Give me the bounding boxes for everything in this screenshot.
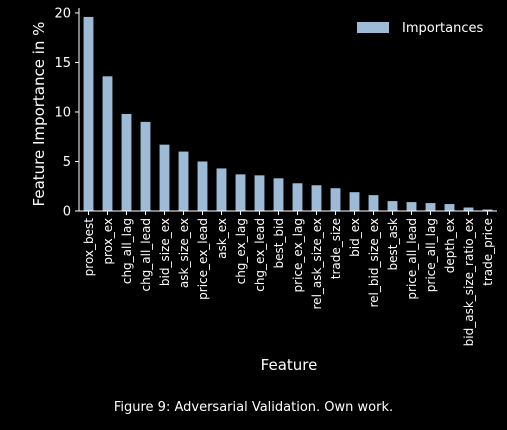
x-tick-label: rel_ask_size_ex xyxy=(310,218,324,309)
bar-bid_ask_size_ratio_ex xyxy=(463,207,474,211)
x-tick-label: trade_price xyxy=(481,218,495,286)
x-tick-label: chg_ex_lag xyxy=(234,218,248,284)
x-tick-label: chg_all_lag xyxy=(120,218,134,284)
bar-best_bid xyxy=(273,178,284,211)
x-tick-label: prox_best xyxy=(82,218,96,277)
x-tick-label: best_bid xyxy=(272,218,286,269)
bar-chg_ex_lead xyxy=(254,175,265,211)
x-tick-label: price_ex_lag xyxy=(291,218,305,292)
bar-chg_all_lead xyxy=(140,121,151,211)
bar-chg_ex_lag xyxy=(235,174,246,211)
x-tick-label: rel_bid_size_ex xyxy=(367,218,381,308)
bars xyxy=(83,16,493,211)
x-tick-label: prox_ex xyxy=(101,218,115,265)
x-tick-label: depth_ex xyxy=(443,218,457,273)
bar-prox_ex xyxy=(102,76,113,211)
x-axis-ticks: prox_best prox_ex chg_all_lag chg_all_lead b… xyxy=(82,211,495,346)
figure-caption: Figure 9: Adversarial Validation. Own wo… xyxy=(113,400,394,415)
y-tick-label: 0 xyxy=(63,205,71,220)
bar-depth_ex xyxy=(444,204,455,211)
bar-rel_bid_size_ex xyxy=(368,195,379,211)
bar-trade_price xyxy=(482,209,493,211)
bar-ask_ex xyxy=(216,168,227,211)
x-tick-label: bid_ask_size_ratio_ex xyxy=(462,218,476,346)
bar-price_all_lead xyxy=(406,202,417,211)
x-tick-label: ask_size_ex xyxy=(177,218,191,288)
x-tick-label: bid_size_ex xyxy=(158,218,172,286)
bar-price_all_lag xyxy=(425,203,436,211)
x-tick-label: ask_ex xyxy=(215,218,229,259)
bar-trade_size xyxy=(330,188,341,211)
x-tick-label: bid_ex xyxy=(348,218,362,257)
x-tick-label: best_ask xyxy=(386,218,400,271)
bar-price_ex_lead xyxy=(197,161,208,211)
legend: Importances xyxy=(357,21,483,36)
bar-price_ex_lag xyxy=(292,183,303,211)
x-tick-label: trade_size xyxy=(329,218,343,279)
x-tick-label: price_all_lead xyxy=(405,218,419,300)
x-tick-label: chg_ex_lead xyxy=(253,218,267,292)
bar-bid_ex xyxy=(349,192,360,211)
y-tick-label: 5 xyxy=(63,155,71,170)
y-axis-label: Feature Importance in % xyxy=(30,22,48,207)
x-tick-label: price_ex_lead xyxy=(196,218,210,300)
y-tick-label: 20 xyxy=(54,6,71,21)
bar-chg_all_lag xyxy=(121,113,132,211)
bar-bid_size_ex xyxy=(159,144,170,211)
bar-best_ask xyxy=(387,201,398,211)
y-tick-label: 10 xyxy=(54,105,71,120)
bar-prox_best xyxy=(83,16,94,211)
x-tick-label: price_all_lag xyxy=(424,218,438,292)
y-axis-ticks: 0 5 10 15 20 xyxy=(54,6,79,220)
x-axis-label: Feature xyxy=(261,356,318,374)
y-tick-label: 15 xyxy=(54,56,71,71)
legend-swatch xyxy=(357,22,389,33)
x-tick-label: chg_all_lead xyxy=(139,218,153,292)
bar-ask_size_ex xyxy=(178,151,189,211)
bar-rel_ask_size_ex xyxy=(311,185,322,211)
legend-label: Importances xyxy=(402,21,483,36)
